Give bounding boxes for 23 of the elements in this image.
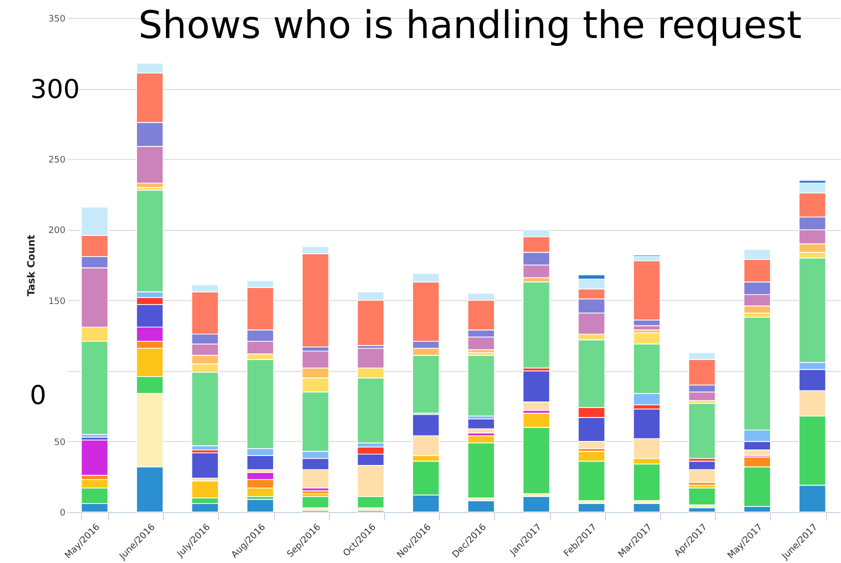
bar (191, 452, 219, 479)
text: 0 (30, 381, 46, 411)
bar (302, 496, 330, 508)
bar (522, 282, 550, 368)
y-tick-label: 200 (48, 226, 66, 236)
y-tick-label: 350 (48, 14, 66, 24)
bar (578, 503, 606, 512)
bar (467, 500, 495, 512)
annotation: 300 (30, 75, 80, 105)
bar (688, 402, 716, 459)
y-tick-label: 250 (48, 156, 66, 166)
bar (688, 488, 716, 506)
y-tick-label: 50 (54, 438, 66, 448)
bar (80, 440, 108, 476)
chart-title: Shows who is handling the request (138, 3, 802, 47)
bar (633, 503, 660, 512)
y-tick-label: 150 (48, 296, 66, 307)
bar (467, 418, 495, 430)
y-tick-label: 0 (60, 508, 66, 518)
y-axis-title: Task Count (26, 234, 38, 296)
bar (246, 498, 274, 512)
bar (467, 354, 495, 416)
bar (522, 496, 550, 512)
